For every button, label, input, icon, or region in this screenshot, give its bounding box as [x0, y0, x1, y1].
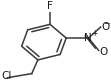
Text: O: O — [101, 22, 109, 32]
Text: +: + — [91, 29, 97, 38]
Text: −: − — [103, 19, 109, 28]
Text: F: F — [47, 1, 53, 11]
Text: O: O — [99, 47, 107, 57]
Text: Cl: Cl — [1, 71, 12, 81]
Text: N: N — [84, 33, 92, 43]
